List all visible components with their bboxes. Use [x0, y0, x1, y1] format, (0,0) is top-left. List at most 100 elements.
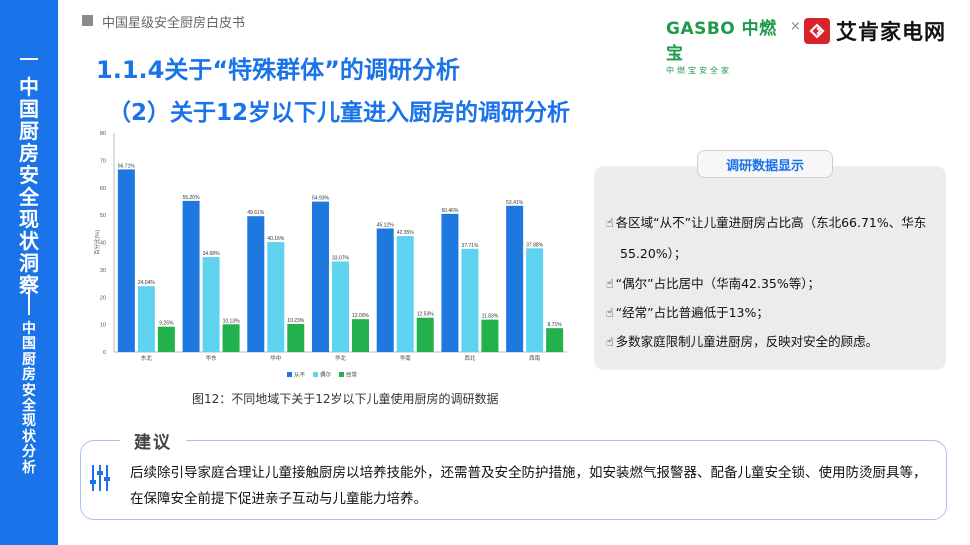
info-line-text: 多数家庭限制儿童进厨房，反映对安全的顾虑。 — [615, 334, 879, 349]
info-line: ☝ “经常”占比普遍低于13%； — [606, 302, 769, 321]
y-tick-label: 70 — [100, 158, 106, 164]
section-heading: 1.1.4关于“特殊群体”的调研分析 — [96, 56, 460, 84]
data-label: 37.71% — [461, 243, 479, 249]
data-label: 9.25% — [159, 321, 174, 327]
sidebar-char: 安 — [19, 163, 39, 187]
aiken-logo-text: 艾肯家电网 — [836, 20, 946, 44]
sidebar-char: 房 — [19, 141, 39, 165]
sidebar-sub-title: 中 国 厨 房 安 全 现 状 分 析 — [0, 321, 58, 476]
pointing-hand-icon: ☝ — [606, 305, 614, 320]
info-line-text: “偶尔”占比居中（华南42.35%等）； — [615, 276, 820, 291]
info-line: ☝ 各区域“从不”让儿童进厨房占比高（东北66.71%、华东 — [606, 212, 926, 231]
legend-swatch — [339, 372, 344, 377]
aiken-logo-icon — [804, 18, 830, 44]
sidebar — [0, 0, 58, 545]
data-label: 55.20% — [183, 195, 201, 201]
bar — [157, 326, 175, 352]
sidebar-char: 分 — [22, 444, 36, 461]
data-label: 33.07% — [332, 255, 350, 261]
y-tick-label: 50 — [100, 213, 106, 219]
gasbo-logo: GASBO 中燃宝 中燃宝安全家 — [666, 14, 778, 75]
header-square-icon — [82, 15, 93, 26]
data-label: 50.46% — [441, 208, 459, 214]
data-label: 40.16% — [267, 236, 285, 242]
sidebar-char: 洞 — [19, 251, 39, 275]
bar — [481, 319, 499, 352]
x-tick-label: 华北 — [335, 354, 347, 362]
legend-swatch — [313, 372, 318, 377]
data-label: 8.71% — [548, 322, 563, 328]
sidebar-char: 安 — [22, 382, 36, 399]
sidebar-char: 析 — [22, 459, 36, 476]
sidebar-char: 国 — [22, 336, 36, 353]
y-axis-label: 百分比(%) — [93, 230, 101, 255]
data-label: 34.68% — [203, 251, 221, 257]
y-tick-label: 10 — [100, 323, 106, 329]
data-label: 10.23% — [287, 318, 305, 324]
info-line-text: 55.20%）； — [620, 246, 687, 261]
sidebar-char: 察 — [19, 273, 39, 297]
sidebar-char: 厨 — [19, 119, 39, 143]
x-tick-label: 华南 — [400, 354, 412, 362]
bar — [352, 319, 369, 352]
bar — [247, 216, 265, 352]
subsection-heading: （2）关于12岁以下儿童进入厨房的调研分析 — [108, 100, 571, 126]
data-label: 42.35% — [397, 230, 415, 236]
bar — [182, 200, 200, 352]
bar — [222, 324, 240, 352]
sidebar-char: 全 — [19, 185, 39, 209]
info-line-text: 各区域“从不”让儿童进厨房占比高（东北66.71%、华东 — [615, 215, 927, 230]
bar — [546, 328, 564, 352]
bar — [287, 323, 305, 352]
aiken-logo: 艾肯家电网 — [804, 14, 964, 48]
sidebar-dash-top — [20, 58, 38, 60]
info-panel-title: 调研数据显示 — [697, 150, 833, 178]
bar — [137, 286, 155, 352]
data-label: 53.41% — [506, 200, 524, 206]
legend-label: 从不 — [294, 372, 306, 379]
bar — [267, 242, 285, 352]
bar-chart: 0 10 20 30 40 50 60 70 80 百分比(%) 66.71% 24.04% 9.25%… — [93, 131, 567, 379]
pointing-hand-icon: ☝ — [606, 334, 614, 349]
x-tick-label: 西南 — [529, 354, 541, 362]
gasbo-logo-text: GASBO 中燃宝 — [666, 19, 777, 64]
sidebar-char: 厨 — [22, 351, 36, 368]
bar — [332, 261, 349, 352]
data-label: 45.12% — [377, 222, 395, 228]
x-tick-label: 西北 — [464, 354, 476, 362]
suggestion-title: 建议 — [120, 428, 186, 453]
bar — [461, 248, 479, 352]
data-label: 12.53% — [417, 312, 435, 318]
data-label: 11.83% — [482, 314, 499, 320]
y-tick-label: 40 — [100, 241, 106, 247]
y-tick-label: 20 — [100, 295, 106, 301]
suggestion-text: 后续除引导家庭合理让儿童接触厨房以培养技能外，还需普及安全防护措施，如安装燃气报… — [130, 465, 927, 507]
sidebar-char: 中 — [19, 75, 39, 99]
bar — [202, 257, 220, 352]
chart-caption: 图12：不同地域下关于12岁以下儿童使用厨房的调研数据 — [192, 392, 499, 406]
sidebar-char: 中 — [22, 321, 36, 337]
info-line: ☝ 多数家庭限制儿童进厨房，反映对安全的顾虑。 — [606, 331, 878, 350]
data-label: 24.04% — [138, 280, 156, 286]
info-panel — [594, 166, 946, 370]
y-tick-label: 60 — [100, 186, 106, 192]
sidebar-char: 现 — [22, 413, 36, 430]
data-label: 66.71% — [118, 163, 136, 169]
info-line: 55.20%）； — [620, 243, 686, 262]
bar — [416, 317, 434, 352]
y-tick-label: 0 — [103, 350, 106, 356]
sidebar-char: 全 — [22, 397, 36, 414]
y-tick-label: 80 — [100, 131, 106, 137]
data-label: 37.88% — [526, 242, 544, 248]
sidebar-char: 状 — [22, 428, 36, 445]
suggestion-panel — [80, 440, 947, 520]
sidebar-main-title: 中 国 厨 房 安 全 现 状 洞 察 — [0, 76, 58, 296]
doc-title: 中国星级安全厨房白皮书 — [102, 16, 246, 31]
pointing-hand-icon: ☝ — [606, 276, 614, 291]
sidebar-char: 状 — [19, 229, 39, 253]
legend-swatch — [287, 372, 292, 377]
bar — [441, 213, 459, 352]
legend-label: 经常 — [346, 371, 358, 379]
x-tick-label: 华东 — [206, 354, 218, 362]
info-line-text: “经常”占比普遍低于13%； — [615, 305, 769, 320]
